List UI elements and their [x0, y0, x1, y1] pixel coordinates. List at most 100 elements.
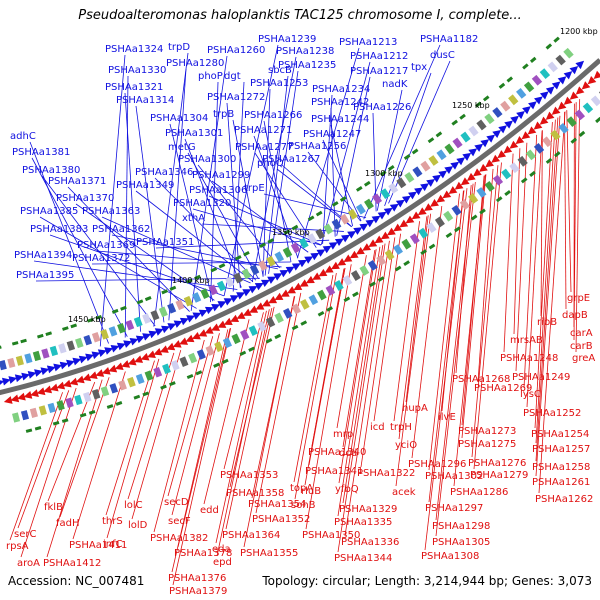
reverse-gene-label: ribB — [537, 317, 557, 328]
feature-block — [194, 274, 201, 280]
reverse-gene-arrow — [423, 203, 433, 212]
feature-tracks — [0, 36, 600, 433]
label-leader-line — [101, 216, 251, 284]
feature-block — [153, 366, 163, 378]
label-leader-line — [575, 99, 581, 353]
reverse-gene-label: PSHAa1296 — [408, 459, 466, 470]
forward-gene-arrow — [359, 223, 369, 232]
feature-block — [484, 113, 495, 125]
feature-block — [142, 313, 152, 324]
reverse-gene-label: PSHAa1279 — [470, 470, 528, 481]
reverse-gene-arrow — [249, 305, 259, 313]
forward-gene-arrow — [129, 338, 139, 346]
feature-block — [192, 292, 202, 303]
label-leader-line — [573, 102, 577, 341]
reverse-gene-label: PSHAa1341 — [305, 466, 363, 477]
forward-gene-label: PSHAa1349 — [116, 180, 174, 191]
reverse-gene-label: PSHAa1249 — [512, 372, 570, 383]
feature-block — [563, 47, 574, 59]
label-leader-line — [461, 175, 485, 426]
feature-block — [506, 76, 514, 83]
forward-gene-label: trpD — [168, 42, 190, 53]
feature-block — [83, 391, 92, 403]
feature-block — [428, 243, 436, 250]
feature-block — [108, 326, 118, 337]
forward-gene-arrow — [192, 312, 202, 320]
reverse-gene-label: carB — [570, 341, 593, 352]
forward-gene-arrow — [123, 340, 133, 348]
feature-block — [291, 303, 302, 315]
reverse-gene-arrow — [527, 126, 537, 135]
reverse-gene-label: dcd — [339, 448, 357, 459]
forward-gene-label: sbcB — [268, 65, 292, 76]
forward-gene-arrow — [444, 166, 454, 175]
label-leader-line — [428, 193, 460, 471]
label-leader-line — [513, 148, 521, 335]
label-leader-line — [360, 237, 396, 468]
reverse-gene-arrow — [337, 258, 347, 266]
feature-block — [331, 218, 342, 230]
feature-block — [20, 338, 27, 344]
feature-block — [144, 296, 152, 302]
feature-block — [29, 407, 38, 418]
label-leader-line — [308, 267, 346, 466]
reverse-gene-arrow — [330, 261, 340, 270]
feature-block — [117, 322, 126, 334]
feature-block — [41, 348, 50, 359]
forward-gene-label: dgt — [224, 71, 241, 82]
forward-gene-label: PSHAa1369 — [77, 240, 135, 251]
reverse-gene-label: PSHAa1297 — [425, 503, 483, 514]
forward-gene-arrow — [347, 231, 357, 239]
feature-block — [61, 418, 69, 423]
reverse-gene-arrow — [324, 265, 334, 273]
feature-block — [347, 208, 358, 220]
label-leader-line — [33, 260, 238, 290]
label-leader-line — [232, 119, 264, 277]
feature-block — [533, 142, 545, 154]
label-leader-line — [59, 377, 110, 518]
feature-block — [317, 289, 327, 301]
feature-block — [444, 143, 455, 155]
reverse-gene-arrow — [509, 140, 519, 149]
forward-gene-label: PSHAa1395 — [16, 270, 74, 281]
feature-block — [133, 316, 143, 328]
label-leader-line — [305, 264, 352, 530]
feature-block — [315, 210, 323, 217]
feature-block — [566, 116, 577, 127]
forward-gene-arrow — [273, 273, 283, 281]
feature-block — [475, 101, 482, 108]
feature-block — [175, 299, 185, 311]
forward-gene-arrow — [211, 304, 221, 312]
reverse-gene-arrow — [153, 347, 163, 356]
feature-block — [214, 341, 224, 353]
forward-gene-label: PSHAa1385 — [20, 206, 78, 217]
reverse-gene-arrow — [62, 379, 72, 388]
label-leader-line — [203, 319, 250, 505]
scale-label: 1250 kbp — [452, 101, 490, 110]
feature-block — [412, 166, 423, 178]
forward-gene-arrow — [486, 134, 496, 143]
reverse-gene-label: fadH — [56, 518, 80, 529]
feature-block — [158, 306, 168, 318]
reverse-gene-arrow — [569, 91, 579, 100]
label-leader-line — [135, 190, 254, 283]
forward-gene-arrow — [8, 376, 18, 384]
feature-block — [379, 170, 387, 177]
reverse-gene-label: PSHAa1269 — [474, 383, 532, 394]
forward-gene-arrow — [420, 183, 430, 192]
label-leader-line — [342, 249, 376, 448]
reverse-gene-arrow — [198, 329, 208, 337]
reverse-gene-label: mrsAB — [510, 335, 543, 346]
forward-gene-arrow — [110, 344, 120, 353]
forward-gene-label: PSHAa1239 — [258, 34, 316, 45]
forward-gene-arrow — [248, 286, 258, 294]
label-leader-line — [251, 56, 297, 283]
forward-gene-arrow — [78, 355, 88, 364]
label-leader-line — [243, 296, 295, 548]
reverse-gene-label: topA — [290, 483, 313, 494]
reverse-gene-label: PSHAa1275 — [458, 439, 516, 450]
reverse-gene-arrow — [75, 375, 85, 384]
feature-block — [87, 317, 94, 323]
label-leader-line — [215, 310, 267, 544]
feature-block — [249, 264, 260, 276]
